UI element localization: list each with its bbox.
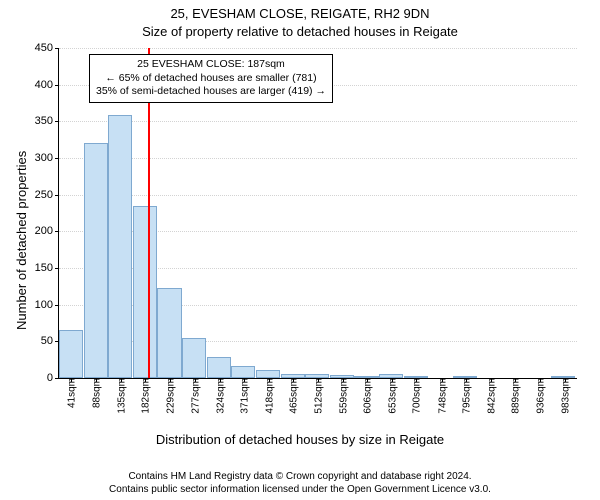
annotation-line: 35% of semi-detached houses are larger (… xyxy=(96,85,326,99)
xtick-label: 983sqm xyxy=(558,378,571,414)
footer-line-1: Contains HM Land Registry data © Crown c… xyxy=(0,471,600,484)
xtick-label: 277sqm xyxy=(188,378,201,414)
histogram-bar xyxy=(207,357,231,378)
xtick-label: 324sqm xyxy=(213,378,226,414)
xtick-label: 936sqm xyxy=(534,378,547,414)
footer-attribution: Contains HM Land Registry data © Crown c… xyxy=(0,471,600,496)
histogram-bar xyxy=(108,115,132,378)
ytick-label: 450 xyxy=(35,42,59,54)
histogram-bar xyxy=(133,206,157,378)
annotation-line: 25 EVESHAM CLOSE: 187sqm xyxy=(96,58,326,72)
plot-area: 05010015020025030035040045041sqm88sqm135… xyxy=(58,48,577,379)
xtick-label: 559sqm xyxy=(336,378,349,414)
histogram-bar xyxy=(84,143,108,378)
histogram-bar xyxy=(157,288,181,378)
xtick-label: 748sqm xyxy=(435,378,448,414)
xtick-label: 418sqm xyxy=(262,378,275,414)
xtick-label: 182sqm xyxy=(139,378,152,414)
xtick-label: 229sqm xyxy=(163,378,176,414)
xtick-label: 606sqm xyxy=(361,378,374,414)
histogram-bar xyxy=(231,366,255,378)
ytick-label: 350 xyxy=(35,115,59,127)
xtick-label: 653sqm xyxy=(385,378,398,414)
histogram-bar xyxy=(59,330,83,378)
xtick-label: 88sqm xyxy=(89,378,102,408)
chart-title: 25, EVESHAM CLOSE, REIGATE, RH2 9DN xyxy=(0,6,600,21)
xtick-label: 371sqm xyxy=(238,378,251,414)
gridline-h xyxy=(59,121,577,122)
xtick-label: 889sqm xyxy=(509,378,522,414)
xtick-label: 700sqm xyxy=(410,378,423,414)
xtick-label: 465sqm xyxy=(287,378,300,414)
xtick-label: 842sqm xyxy=(484,378,497,414)
x-axis-label: Distribution of detached houses by size … xyxy=(0,432,600,447)
xtick-label: 135sqm xyxy=(114,378,127,414)
xtick-label: 795sqm xyxy=(460,378,473,414)
histogram-bar xyxy=(256,370,280,378)
y-axis-label: Number of detached properties xyxy=(14,151,29,330)
ytick-label: 400 xyxy=(35,79,59,91)
ytick-label: 0 xyxy=(47,372,59,384)
ytick-label: 200 xyxy=(35,225,59,237)
gridline-h xyxy=(59,48,577,49)
ytick-label: 150 xyxy=(35,262,59,274)
xtick-label: 512sqm xyxy=(312,378,325,414)
ytick-label: 100 xyxy=(35,299,59,311)
gridline-h xyxy=(59,195,577,196)
ytick-label: 50 xyxy=(41,335,59,347)
figure-root: 25, EVESHAM CLOSE, REIGATE, RH2 9DN Size… xyxy=(0,0,600,500)
chart-subtitle: Size of property relative to detached ho… xyxy=(0,24,600,39)
footer-line-2: Contains public sector information licen… xyxy=(0,484,600,497)
ytick-label: 300 xyxy=(35,152,59,164)
xtick-label: 41sqm xyxy=(65,378,78,408)
ytick-label: 250 xyxy=(35,189,59,201)
gridline-h xyxy=(59,158,577,159)
annotation-line: ← 65% of detached houses are smaller (78… xyxy=(96,72,326,86)
histogram-bar xyxy=(182,338,206,378)
annotation-box: 25 EVESHAM CLOSE: 187sqm← 65% of detache… xyxy=(89,54,333,103)
